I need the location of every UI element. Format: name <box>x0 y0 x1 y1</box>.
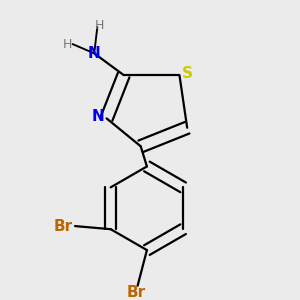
Text: H: H <box>63 38 73 51</box>
Text: S: S <box>182 66 193 81</box>
Text: N: N <box>92 110 104 124</box>
Text: Br: Br <box>127 285 146 300</box>
Text: H: H <box>95 19 104 32</box>
Text: N: N <box>88 46 100 61</box>
Text: Br: Br <box>54 219 73 234</box>
